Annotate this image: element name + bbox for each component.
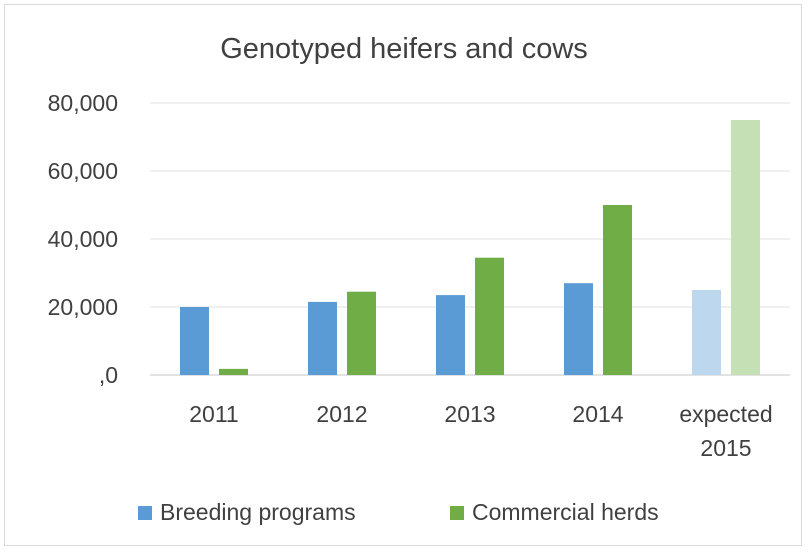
chart-title: Genotyped heifers and cows [220, 33, 588, 65]
legend: Breeding programs Commercial herds [138, 499, 659, 525]
bars [180, 120, 760, 375]
bar-breeding-programs [692, 290, 721, 375]
bar-commercial-herds [603, 205, 632, 375]
bar-breeding-programs [564, 283, 593, 375]
bar-breeding-programs [308, 301, 337, 375]
bar-breeding-programs [436, 295, 465, 375]
y-tick-label: 80,000 [48, 90, 118, 116]
y-tick-label: 60,000 [48, 158, 118, 184]
y-tick-label: 40,000 [48, 226, 118, 252]
bar-breeding-programs [180, 307, 209, 375]
x-tick-label: 2012 [316, 401, 367, 427]
gridlines [150, 102, 790, 376]
x-tick-label: 2014 [572, 401, 623, 427]
y-tick-label: 20,000 [48, 294, 118, 320]
bar-commercial-herds [219, 368, 248, 375]
x-axis-categories: 2011 2012 2013 2014 expected 2015 [189, 401, 772, 461]
chart-frame [4, 4, 802, 546]
legend-swatch [450, 506, 464, 520]
legend-label: Breeding programs [160, 499, 356, 525]
bar-commercial-herds [475, 257, 504, 375]
legend-label: Commercial herds [472, 499, 659, 525]
x-tick-label: 2011 [189, 401, 238, 427]
x-tick-label: expected 2015 [679, 401, 772, 461]
bar-commercial-herds [731, 120, 760, 375]
x-tick-label: 2013 [444, 401, 495, 427]
bar-commercial-herds [347, 291, 376, 375]
y-tick-label: ,0 [99, 362, 118, 388]
y-axis-ticks: ,0 20,000 40,000 60,000 80,000 [48, 90, 118, 388]
legend-swatch [138, 506, 152, 520]
